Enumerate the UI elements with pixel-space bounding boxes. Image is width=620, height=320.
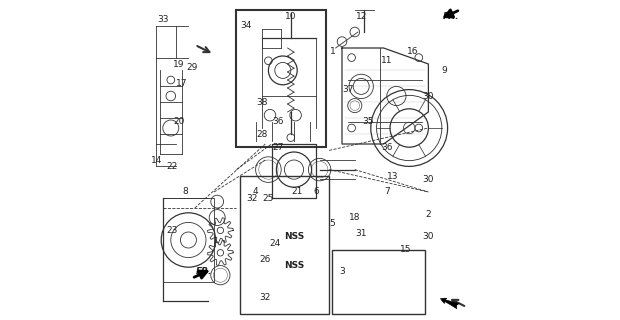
Text: 7: 7 [384,188,390,196]
Text: 9: 9 [441,66,447,75]
Text: FR.: FR. [443,12,459,20]
Text: 22: 22 [167,162,178,171]
Text: 11: 11 [381,56,392,65]
Text: 10: 10 [285,12,296,20]
Text: 25: 25 [263,194,274,203]
Text: 20: 20 [173,117,185,126]
Text: 4: 4 [253,188,259,196]
Text: 31: 31 [355,229,367,238]
Text: 18: 18 [349,213,361,222]
Text: 29: 29 [186,63,197,72]
Text: 36: 36 [272,117,284,126]
Text: 1: 1 [329,47,335,56]
Text: 2: 2 [425,210,432,219]
Text: 3: 3 [339,268,345,276]
Text: 35: 35 [362,117,373,126]
Text: 36: 36 [381,143,392,152]
Text: 38: 38 [256,98,268,107]
Text: 13: 13 [388,172,399,180]
Bar [332,250,425,314]
Text: 24: 24 [269,239,280,248]
Text: 32: 32 [260,293,271,302]
Text: 33: 33 [157,15,169,24]
Text: 34: 34 [241,21,252,30]
Bar [239,176,329,314]
Text: 23: 23 [167,226,178,235]
Text: 21: 21 [291,188,303,196]
Text: 32: 32 [247,194,258,203]
Bar [236,10,326,147]
Text: 30: 30 [423,232,434,241]
Text: 12: 12 [355,12,367,20]
Text: FR.: FR. [196,268,213,276]
Text: 26: 26 [260,255,271,264]
Text: 5: 5 [329,220,335,228]
Text: 16: 16 [407,47,418,56]
Text: 17: 17 [176,79,188,88]
Text: 19: 19 [173,60,185,68]
Text: 37: 37 [343,85,354,94]
Text: 28: 28 [256,130,268,139]
Text: 6: 6 [314,188,319,196]
Text: 14: 14 [151,156,162,164]
Text: NSS: NSS [284,232,304,241]
Text: 27: 27 [272,143,284,152]
Text: 30: 30 [423,175,434,184]
Text: 8: 8 [182,188,188,196]
Text: 30: 30 [423,92,434,100]
Text: 15: 15 [401,245,412,254]
Text: NSS: NSS [284,261,304,270]
